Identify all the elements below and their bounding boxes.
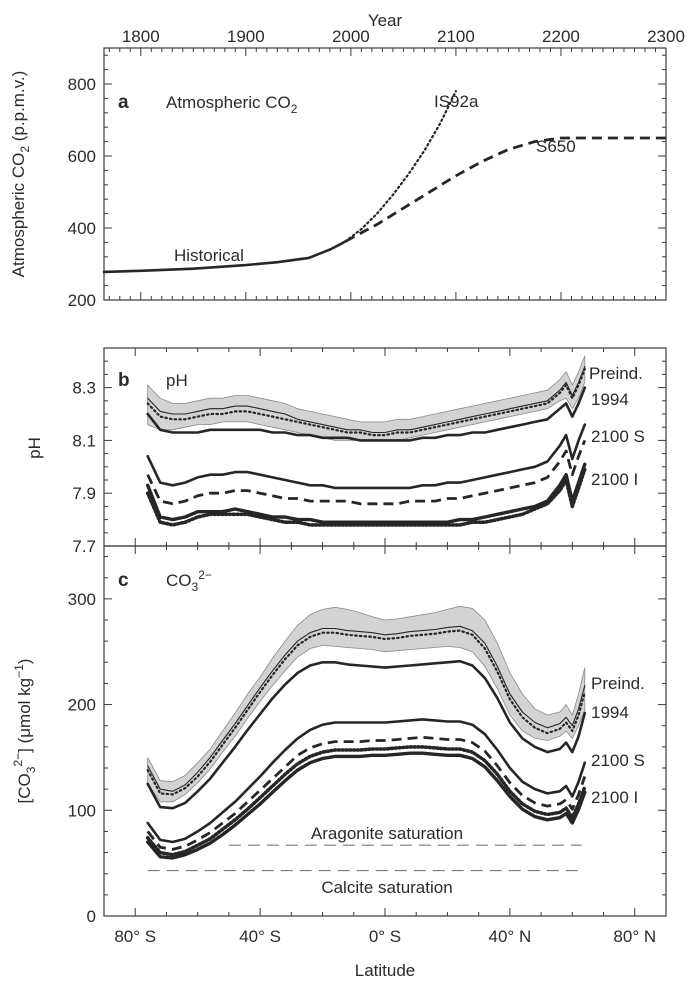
panel-c-series-2100-i [146,718,587,844]
panel-b-ytick-label: 7.9 [72,484,96,503]
label-s650: S650 [536,137,576,156]
label-c-2100i: 2100 I [591,788,638,807]
panel-b-letter: b [118,370,130,391]
panel-c-xtick-label: 40° S [239,927,281,946]
panel-a-ylabel: Atmospheric CO2 (p.p.m.v.) [9,71,32,278]
label-c-1994: 1994 [591,703,629,722]
panel-b-series-preind [147,365,586,434]
panel-b-series-1994 [146,368,586,437]
panel-c-ytick-label: 300 [68,590,96,609]
series-historical [102,240,347,274]
panel-a-ytick-label: 600 [68,147,96,166]
panel-a-xtick-label: 2300 [647,27,685,46]
panel-c-xtick-label: 80° S [114,927,156,946]
panel-a-series [102,90,666,274]
panel-b-ytick-label: 8.3 [72,379,96,398]
panel-c-ylabel: [CO32−] (μmol kg−1) [11,659,38,804]
panel-b-series-unlabeled-6 [145,467,587,527]
label-b-2100i: 2100 I [591,470,638,489]
panel-b-ytick-label: 7.7 [72,537,96,556]
panel-c-xtick-label: 80° N [613,927,656,946]
panel-a-ytick-label: 400 [68,219,96,238]
label-c-preind: Preind. [591,674,645,693]
panel-b-ylabel: pH [25,437,44,459]
panel-c-series-preind [147,625,586,792]
panel-c-xtick-label: 0° S [369,927,401,946]
panel-a-xtick-label: 2200 [542,27,580,46]
panel-c-xtick-label: 40° N [489,927,532,946]
panel-b-title: pH [166,371,188,390]
panel-b-variability-band [147,355,586,441]
panel-a-title: Atmospheric CO2 [166,93,298,116]
panel-c-ytick-label: 100 [68,801,96,820]
panel-a-ytick-label: 200 [68,291,96,310]
panel-c-series-unlabeled-5 [145,745,587,857]
panel-a-ticks: 1800 1900 2000 2100 2200 2300 200 400 600 800 [68,27,685,310]
panel-a-xtick-label: 2100 [437,27,475,46]
panel-b-ticks: 7.7 7.9 8.1 8.3 [72,347,667,556]
panel-c-letter: c [118,570,129,591]
panel-c-series [145,605,587,872]
panel-a-ytick-label: 800 [68,75,96,94]
panel-a-xlabel: Year [368,11,403,30]
panel-c-title: CO32− [166,568,212,594]
label-b-1994: 1994 [591,390,629,409]
series-s650 [344,136,666,243]
panel-c-ytick-label: 0 [87,907,96,926]
label-b-preind: Preind. [589,364,643,383]
label-is92a: IS92a [434,92,479,111]
panel-a-letter: a [118,92,129,113]
label-calcite-saturation: Calcite saturation [321,878,452,897]
label-b-2100s: 2100 S [591,427,645,446]
panel-c-ticks: 80° S 40° S 0° S 40° N 80° N 0 100 200 300 [68,546,667,946]
panel-c: 80° S 40° S 0° S 40° N 80° N 0 100 200 300 Latit… [11,545,667,980]
panel-c-series-unlabeled-4 [146,735,587,851]
panel-b-series [145,355,587,527]
panel-a-xtick-label: 1900 [227,27,265,46]
label-historical: Historical [174,246,244,265]
panel-c-series-2100-s [146,659,587,810]
panel-c-series-1994 [146,629,586,796]
panel-a-frame [103,47,667,301]
panel-a-xtick-label: 1800 [122,27,160,46]
panel-a-xtick-label: 2000 [332,27,370,46]
label-aragonite-saturation: Aragonite saturation [311,824,463,843]
label-c-2100s: 2100 S [591,751,645,770]
panel-b-series-unlabeled-4 [146,439,587,506]
panel-c-variability-band [147,605,586,803]
panel-a: 1800 1900 2000 2100 2200 2300 200 400 600 800 Yea… [9,11,685,310]
panel-c-series-unlabeled-6 [146,751,587,860]
series-is92a [344,90,457,243]
panel-c-frame [103,545,667,917]
panel-b-series-unlabeled-5 [146,462,587,524]
panel-b-series-2100-i [146,423,587,490]
panel-b-ytick-label: 8.1 [72,431,96,450]
panel-b-series-2100-s [146,386,587,442]
panel-c-xlabel: Latitude [355,961,416,980]
panel-b: 7.7 7.9 8.1 8.3 pH b pH Preind. 1994 2100 S… [25,347,667,556]
panel-c-ytick-label: 200 [68,696,96,715]
